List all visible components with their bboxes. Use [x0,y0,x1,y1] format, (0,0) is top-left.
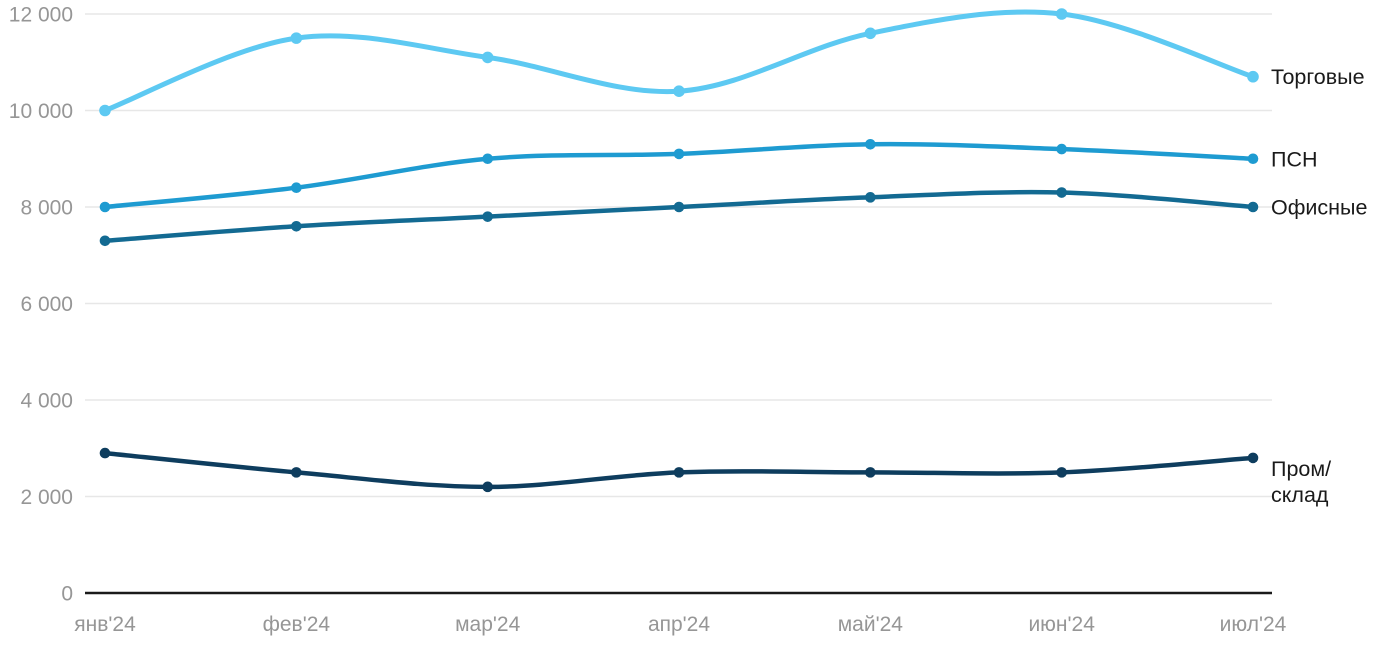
data-point-3-3 [673,467,685,478]
y-tick-label: 6 000 [20,293,73,316]
data-point-2-5 [1056,187,1067,198]
data-point-1-5 [1056,143,1067,155]
data-point-3-6 [1247,452,1259,464]
data-point-0-4 [864,27,877,40]
data-point-0-1 [290,32,303,44]
data-point-2-4 [865,192,876,203]
data-point-1-1 [291,182,302,193]
y-tick-label: 0 [61,583,73,606]
series-label-line: Пром/ [1271,457,1331,481]
series-label-1: ПСН [1271,147,1318,171]
y-tick-label: 8 000 [20,197,73,220]
data-point-3-0 [99,447,111,459]
data-point-3-4 [865,467,876,478]
data-point-1-4 [865,138,876,150]
data-point-0-0 [99,104,111,117]
series-label-line: Офисные [1271,196,1367,220]
series-label-line: склад [1271,483,1329,507]
data-point-1-3 [673,148,685,160]
y-tick-label: 4 000 [20,390,73,413]
series-label-3: Пром/склад [1271,457,1331,507]
x-tick-label: июл'24 [1220,613,1287,636]
data-point-3-2 [482,481,493,493]
series-line-2 [102,189,1256,244]
x-tick-label: июн'24 [1028,613,1095,636]
data-point-2-6 [1247,201,1259,213]
data-point-2-2 [482,211,493,222]
data-point-2-0 [99,235,111,247]
data-point-0-6 [1247,70,1259,83]
data-point-1-2 [482,153,493,165]
data-point-0-2 [481,51,494,64]
data-point-3-5 [1056,467,1067,478]
series-label-2: Офисные [1271,196,1367,220]
x-tick-label: май'24 [838,613,904,636]
x-tick-label: фев'24 [263,613,331,636]
series-label-0: Торговые [1271,65,1365,89]
data-point-2-3 [673,201,685,213]
data-point-1-6 [1247,153,1259,165]
data-point-1-0 [99,201,111,213]
series-label-line: ПСН [1271,147,1318,171]
data-point-3-1 [291,467,302,478]
y-tick-label: 12 000 [9,4,73,27]
y-tick-label: 2 000 [20,486,73,509]
data-point-0-5 [1055,8,1068,20]
y-tick-label: 10 000 [9,100,73,123]
series-label-line: Торговые [1271,65,1365,89]
data-point-0-3 [673,85,685,97]
x-tick-label: янв'24 [74,613,136,636]
x-tick-label: мар'24 [455,613,520,636]
x-tick-label: апр'24 [648,613,710,636]
data-point-2-1 [291,221,302,232]
